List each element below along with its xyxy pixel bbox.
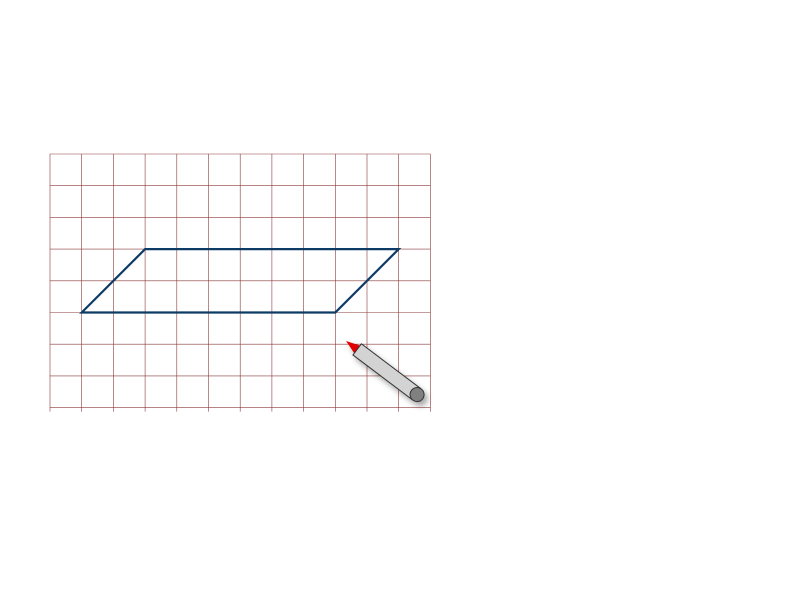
pencil-eraser [409,387,425,403]
pencil-icon[interactable] [342,335,427,404]
parallelogram [79,248,402,314]
pencil-body [352,343,422,401]
grid-paper [49,153,431,412]
